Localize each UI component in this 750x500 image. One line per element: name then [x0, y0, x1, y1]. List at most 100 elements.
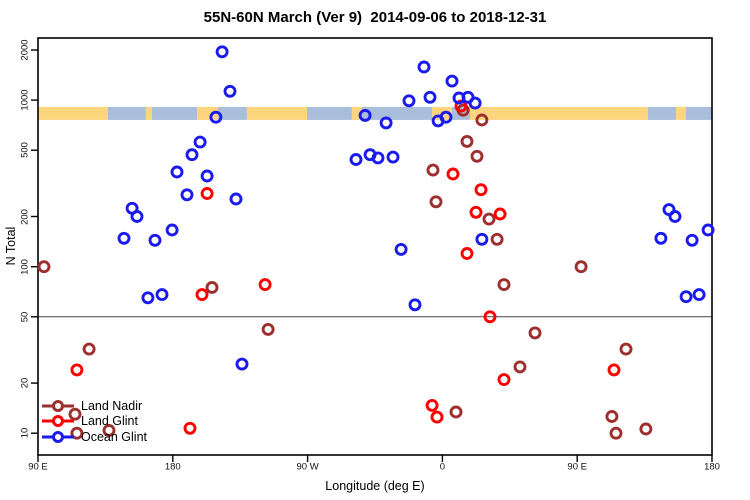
- land-glint-marker-icon: [42, 415, 74, 428]
- data-point-land-glint: [483, 310, 497, 324]
- data-point-land-glint: [195, 288, 209, 302]
- data-point-ocean-glint: [180, 188, 194, 202]
- data-point-land-nadir: [574, 260, 588, 274]
- legend-item-land-glint: Land Glint: [40, 414, 147, 430]
- map-band-land-segment: [470, 106, 649, 120]
- legend-item-land-nadir: Land Nadir: [40, 398, 147, 414]
- chart-title: 55N-60N March (Ver 9) 2014-09-06 to 2018…: [203, 9, 547, 26]
- map-band-land-segment: [246, 106, 307, 120]
- data-point-land-glint: [183, 421, 197, 435]
- data-point-land-nadir: [37, 260, 51, 274]
- data-point-land-glint: [454, 99, 468, 113]
- data-point-land-nadir: [460, 134, 474, 148]
- y-tick-label: 20: [19, 377, 31, 389]
- map-band-land-segment: [676, 106, 686, 120]
- data-point-ocean-glint: [117, 231, 131, 245]
- data-point-land-glint: [70, 363, 84, 377]
- data-point-ocean-glint: [141, 291, 155, 305]
- data-point-land-glint: [200, 187, 214, 200]
- map-band-ocean-segment: [362, 106, 433, 120]
- data-point-land-glint: [258, 278, 272, 292]
- map-band-ocean-segment: [648, 106, 676, 120]
- data-point-ocean-glint: [193, 135, 207, 149]
- data-point-land-glint: [474, 183, 488, 197]
- data-point-land-glint: [430, 410, 444, 424]
- data-point-ocean-glint: [229, 192, 243, 206]
- map-band-ocean-segment: [152, 106, 198, 120]
- data-point-ocean-glint: [668, 210, 682, 223]
- data-point-ocean-glint: [379, 116, 393, 130]
- data-point-ocean-glint: [408, 298, 422, 312]
- data-point-land-nadir: [619, 342, 633, 356]
- data-point-ocean-glint: [170, 165, 184, 179]
- x-tick-label: 90 W: [296, 461, 319, 473]
- data-point-land-nadir: [82, 342, 96, 356]
- data-point-ocean-glint: [223, 84, 237, 98]
- data-point-ocean-glint: [475, 232, 489, 246]
- x-tick-label: 0: [439, 461, 446, 473]
- data-point-ocean-glint: [386, 150, 400, 164]
- x-tick-label: 180: [704, 461, 720, 473]
- data-point-land-nadir: [449, 405, 463, 419]
- y-tick-label: 50: [19, 311, 31, 323]
- data-point-ocean-glint: [185, 148, 199, 162]
- legend-label-land-glint: Land Glint: [81, 414, 138, 429]
- data-point-ocean-glint: [692, 288, 706, 302]
- data-point-land-nadir: [513, 360, 527, 374]
- data-point-ocean-glint: [439, 110, 453, 124]
- map-band-land-segment: [197, 106, 219, 120]
- data-point-land-nadir: [102, 423, 116, 437]
- data-point-land-glint: [446, 167, 460, 181]
- legend-label-ocean-glint: Ocean Glint: [81, 429, 148, 444]
- data-point-land-nadir: [470, 149, 484, 163]
- data-point-ocean-glint: [423, 90, 437, 104]
- legend: Land Nadir Land Glint Ocean Glint: [40, 398, 147, 445]
- y-tick-label: 500: [19, 142, 31, 159]
- data-point-ocean-glint: [679, 290, 693, 304]
- data-point-land-nadir: [68, 407, 82, 421]
- data-point-ocean-glint: [402, 94, 416, 108]
- data-point-ocean-glint: [685, 233, 699, 247]
- data-point-land-nadir: [605, 410, 619, 423]
- data-point-land-nadir: [426, 163, 440, 177]
- data-point-ocean-glint: [371, 151, 385, 165]
- data-point-ocean-glint: [235, 357, 249, 371]
- y-tick-label: 200: [19, 208, 31, 225]
- data-point-ocean-glint: [349, 153, 363, 166]
- data-point-ocean-glint: [200, 169, 214, 183]
- y-tick-label: 1000: [19, 89, 31, 111]
- data-point-land-nadir: [482, 212, 496, 226]
- ocean-glint-marker-icon: [42, 430, 74, 443]
- data-point-land-glint: [607, 363, 621, 377]
- x-tick-label: 90 E: [567, 461, 587, 473]
- data-point-land-glint: [497, 373, 511, 387]
- map-band-land-segment: [351, 106, 362, 120]
- data-point-ocean-glint: [130, 210, 144, 223]
- data-point-ocean-glint: [155, 288, 169, 302]
- data-point-ocean-glint: [417, 60, 431, 74]
- data-point-land-nadir: [205, 281, 219, 294]
- data-point-ocean-glint: [215, 45, 229, 59]
- data-point-ocean-glint: [148, 233, 162, 247]
- data-point-land-nadir: [70, 426, 84, 440]
- map-band-land-segment: [38, 106, 108, 120]
- data-point-ocean-glint: [445, 74, 459, 88]
- data-point-land-nadir: [475, 113, 489, 127]
- land-nadir-marker-icon: [42, 399, 74, 412]
- map-band-ocean-segment: [107, 106, 146, 120]
- y-tick-label: 100: [19, 258, 31, 275]
- data-point-land-nadir: [609, 426, 623, 440]
- data-point-land-glint: [469, 205, 483, 219]
- map-band-land-segment: [146, 106, 152, 120]
- data-point-land-glint: [493, 207, 507, 221]
- data-point-ocean-glint: [358, 108, 372, 122]
- map-band-ocean-segment: [307, 106, 352, 120]
- y-tick-label: 2000: [19, 39, 31, 61]
- x-tick-label: 180: [164, 461, 181, 473]
- data-point-land-nadir: [429, 195, 443, 209]
- data-point-land-nadir: [497, 278, 511, 292]
- data-point-ocean-glint: [468, 96, 482, 110]
- data-point-ocean-glint: [209, 110, 223, 124]
